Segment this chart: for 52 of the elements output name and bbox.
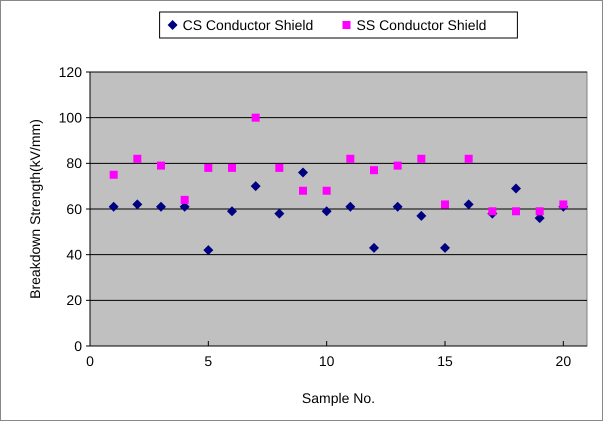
point	[110, 170, 118, 179]
point	[441, 200, 449, 208]
y-axis-title: Breakdown Strength(kV/mm)	[27, 119, 43, 299]
legend-label: SS Conductor Shield	[356, 16, 486, 33]
point	[203, 245, 214, 256]
point	[250, 181, 261, 192]
point	[536, 207, 544, 216]
point	[417, 154, 426, 163]
x-tick-label: 0	[86, 353, 94, 369]
legend-label: CS Conductor Shield	[182, 16, 314, 33]
point	[488, 207, 496, 216]
point	[228, 164, 236, 172]
y-tick-label: 60	[66, 200, 82, 217]
y-tick-label: 120	[58, 64, 82, 80]
point	[464, 154, 473, 163]
x-tick-label: 10	[318, 353, 335, 369]
point	[108, 202, 119, 212]
point	[511, 183, 521, 194]
point	[180, 196, 189, 204]
x-tick-label: 15	[437, 353, 453, 369]
point	[370, 166, 378, 174]
point	[322, 186, 331, 195]
x-axis-title: Sample No.	[302, 390, 376, 406]
point	[132, 199, 142, 210]
point	[157, 162, 165, 170]
point	[298, 167, 308, 178]
point	[369, 242, 379, 253]
y-tick-label: 0	[74, 338, 82, 354]
point	[133, 154, 142, 163]
point	[204, 164, 212, 172]
y-tick-label: 20	[66, 292, 82, 308]
point	[512, 207, 520, 216]
x-tick-label: 20	[556, 353, 572, 369]
point	[345, 202, 356, 212]
point	[464, 199, 474, 210]
point	[252, 114, 260, 122]
point	[322, 206, 332, 216]
y-tick-label: 40	[66, 246, 82, 263]
point	[275, 164, 284, 172]
point	[440, 242, 450, 253]
point	[274, 208, 284, 219]
point	[392, 202, 403, 212]
point	[156, 202, 166, 212]
x-tick-label: 5	[204, 353, 212, 369]
point	[346, 154, 354, 163]
point	[416, 210, 426, 221]
point	[227, 206, 237, 216]
y-tick-label: 100	[58, 110, 82, 126]
point	[299, 186, 307, 195]
point	[394, 162, 402, 170]
y-tick-label: 80	[66, 155, 82, 172]
point	[559, 200, 568, 208]
